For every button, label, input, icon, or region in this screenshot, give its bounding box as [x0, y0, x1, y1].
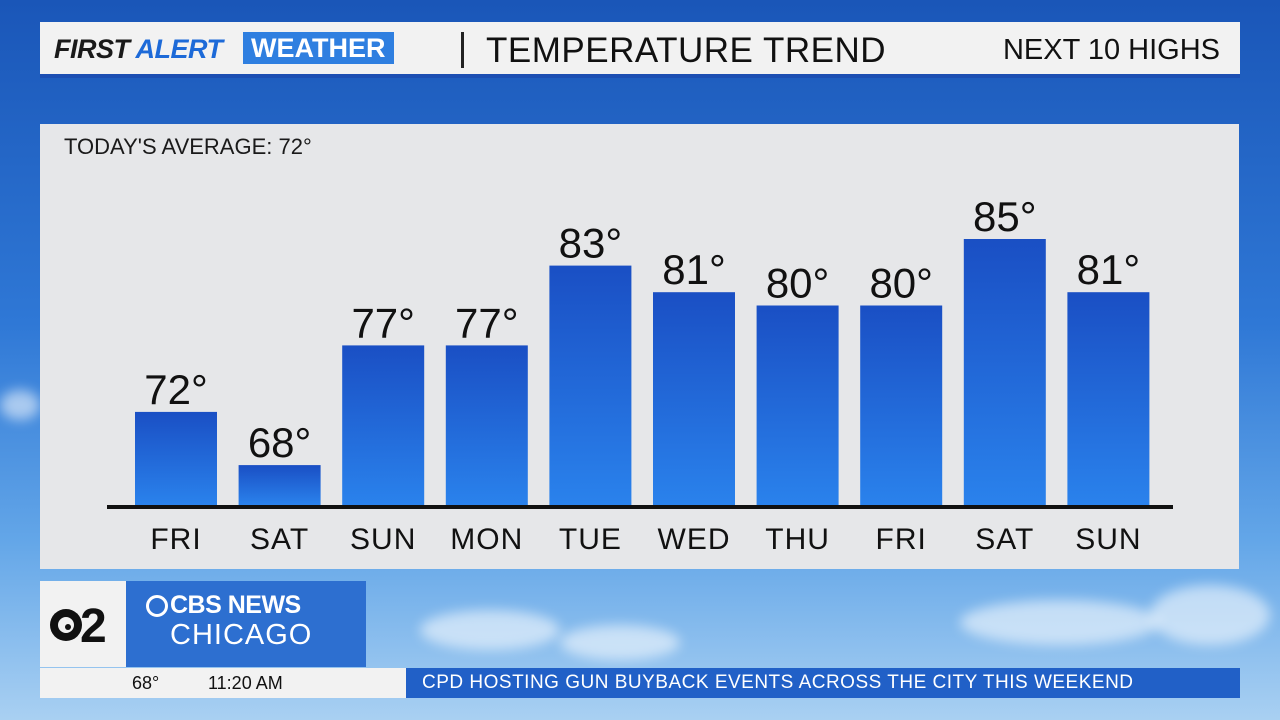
cloud-decoration [560, 625, 680, 660]
bar-fri-0 [135, 411, 217, 505]
category-label: SAT [250, 523, 309, 556]
average-label: TODAY'S AVERAGE: 72° [64, 134, 312, 159]
bar-thu-6 [756, 305, 839, 505]
bar-sat-1 [238, 465, 321, 505]
category-label: TUE [559, 523, 622, 556]
brand-first-text: FIRST [54, 34, 130, 64]
cloud-decoration [1150, 585, 1270, 645]
bar-fri-7 [860, 305, 943, 505]
bar-wed-5 [653, 292, 735, 505]
channel-number: 2 [80, 600, 107, 653]
header-subtitle: NEXT 10 HIGHS [1002, 34, 1220, 66]
brand-alert-text: ALERT [135, 34, 224, 64]
chart-panel: TODAY'S AVERAGE: 72° 72° FRI 68° SAT 77° SUN 7… [40, 124, 1239, 569]
network-city: CHICAGO [170, 619, 313, 651]
bar-value-label: 83° [559, 220, 623, 267]
category-label: FRI [150, 523, 201, 556]
network-name: CBS NEWS [170, 591, 301, 619]
bar-sun-2 [342, 345, 425, 505]
bar-value-label: 80° [766, 260, 830, 307]
bar-tue-4 [549, 265, 632, 505]
bar-sun-9 [1067, 292, 1150, 505]
cloud-decoration [420, 610, 560, 650]
header-divider [461, 32, 464, 68]
category-label: WED [658, 523, 731, 556]
cbs-eye-small-icon [146, 595, 168, 617]
bar-value-label: 80° [869, 260, 933, 307]
header-bar: FIRST ALERT WEATHER TEMPERATURE TREND NE… [40, 22, 1240, 78]
news-ticker: 68° 11:20 AM CPD HOSTING GUN BUYBACK EVE… [40, 668, 1240, 698]
category-label: SUN [1075, 523, 1141, 556]
current-temperature: 68° [132, 673, 160, 693]
bar-sat-8 [963, 239, 1046, 505]
bar-mon-3 [445, 345, 528, 505]
current-time: 11:20 AM [208, 673, 283, 693]
bar-value-label: 77° [455, 299, 519, 346]
bar-value-label: 81° [1077, 246, 1141, 293]
network-badge: CBS NEWS CHICAGO [126, 581, 366, 667]
cbs-eye-icon [50, 609, 82, 641]
page-title: TEMPERATURE TREND [486, 31, 887, 70]
cloud-decoration [0, 390, 40, 420]
category-label: MON [450, 523, 523, 556]
ticker-headline: CPD HOSTING GUN BUYBACK EVENTS ACROSS TH… [422, 672, 1134, 693]
temperature-bar-chart: 72° FRI 68° SAT 77° SUN 77° MON 83° TUE 81° WED 80° T… [107, 193, 1173, 556]
bar-value-label: 72° [144, 366, 208, 413]
ticker-info-box: 68° 11:20 AM [40, 668, 406, 698]
cloud-decoration [960, 600, 1160, 645]
category-label: SAT [975, 523, 1034, 556]
category-label: THU [765, 523, 830, 556]
bar-value-label: 77° [351, 299, 415, 346]
category-label: FRI [876, 523, 927, 556]
bar-value-label: 68° [248, 419, 312, 466]
brand-weather-badge: WEATHER [243, 32, 394, 64]
category-label: SUN [350, 523, 416, 556]
bar-value-label: 85° [973, 193, 1037, 240]
bar-value-label: 81° [662, 246, 726, 293]
channel-logo: 2 [40, 581, 126, 667]
brand-first-alert: FIRST ALERT [54, 34, 223, 65]
